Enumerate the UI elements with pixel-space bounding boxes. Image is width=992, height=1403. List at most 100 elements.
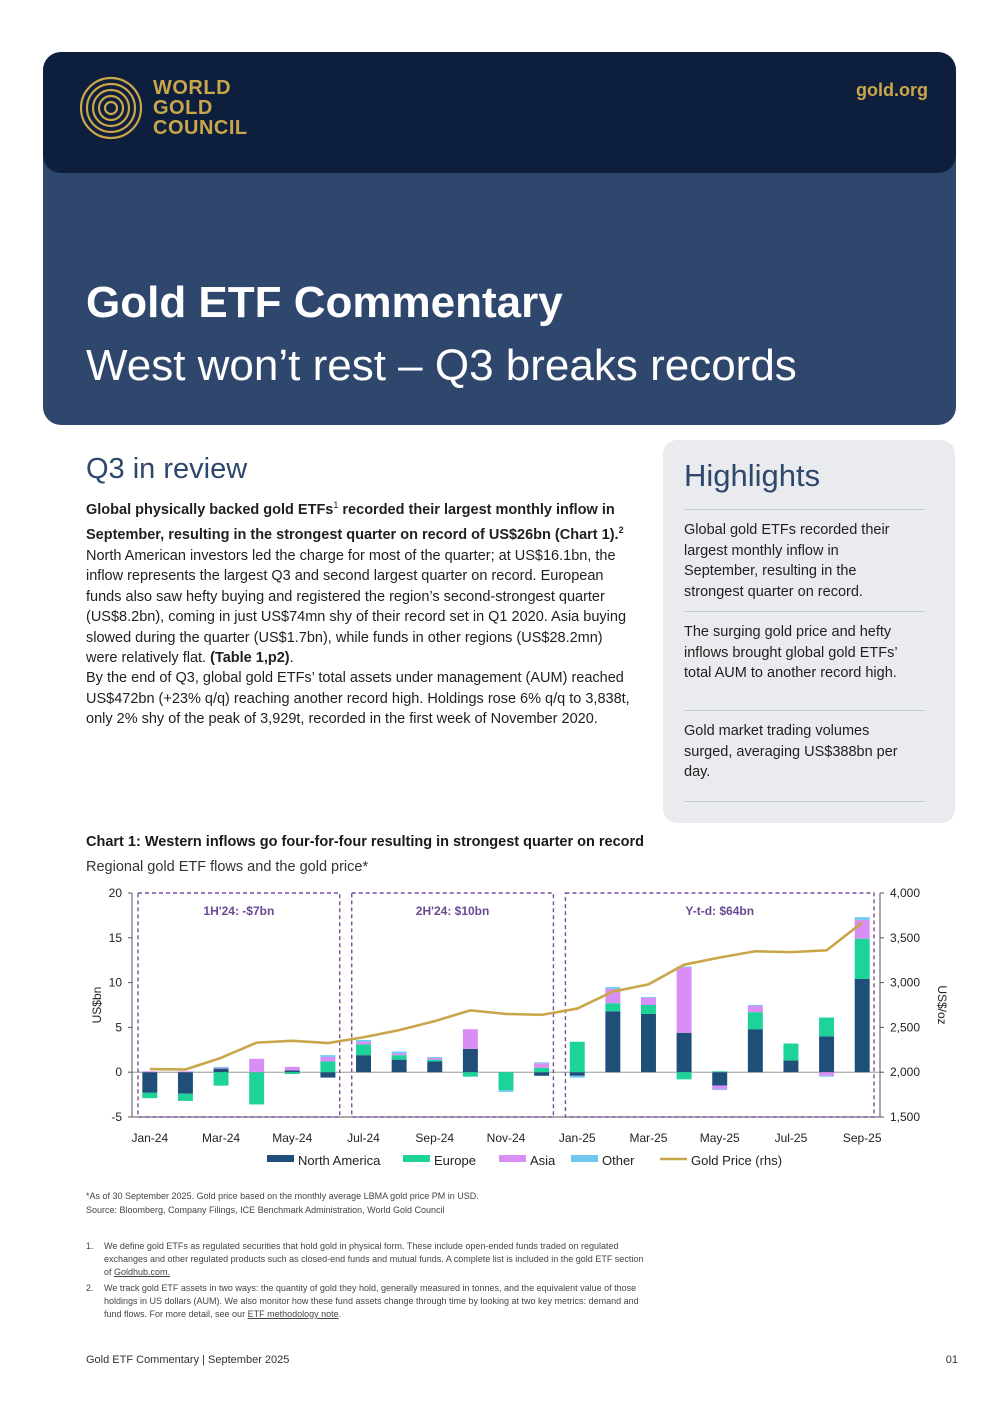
logo-line: COUNCIL — [153, 117, 248, 139]
bar-segment — [213, 1072, 229, 1086]
highlight-item: The surging gold price and hefty inflows… — [684, 624, 898, 681]
y-right-tick-label: 1,500 — [890, 1110, 920, 1124]
bar-segment — [747, 1029, 763, 1073]
x-tick-label: Jul-24 — [347, 1131, 380, 1145]
header-bar: WORLD GOLD COUNCIL gold.org — [43, 52, 956, 173]
y-tick-label: 15 — [109, 931, 123, 945]
highlight-item: Gold market trading volumes surged, aver… — [684, 723, 898, 780]
p1-text: North American investors led the charge … — [86, 547, 627, 667]
bar-segment — [427, 1056, 443, 1058]
p1-bold-2: recorded their largest monthly inflow in… — [86, 501, 619, 544]
bar-segment — [213, 1067, 229, 1069]
bar-segment — [676, 966, 692, 968]
bar-segment — [249, 1058, 265, 1073]
bar-segment — [177, 1093, 193, 1101]
period-box — [351, 892, 555, 1118]
y-right-axis-label: US$/oz — [935, 985, 949, 1024]
bar-segment — [498, 1072, 514, 1091]
x-tick-label: Mar-24 — [202, 1131, 240, 1145]
y-tick-label: 10 — [109, 976, 123, 990]
footnote-text: We track gold ETF assets in two ways: th… — [104, 1282, 649, 1321]
bar-segment — [640, 1005, 656, 1014]
bar-segment — [249, 1072, 265, 1105]
y-tick-label: 5 — [115, 1020, 122, 1034]
bar-segment — [427, 1059, 443, 1062]
divider — [684, 611, 925, 612]
footnote-after: . — [338, 1309, 342, 1319]
legend-label: Other — [602, 1153, 635, 1168]
y-right-tick-label: 2,500 — [890, 1020, 920, 1034]
legend-swatch — [499, 1155, 526, 1162]
bar-segment — [320, 1055, 336, 1057]
divider — [684, 509, 925, 510]
bar-segment — [177, 1071, 193, 1073]
bar-segment — [534, 1063, 550, 1068]
bar-segment — [819, 1036, 835, 1073]
p1-end: . — [289, 650, 294, 667]
bar-segment — [569, 1072, 585, 1076]
p1-bold: Global physically backed gold ETFs — [86, 501, 334, 518]
logo-line: WORLD — [153, 77, 232, 99]
bar-segment — [605, 987, 621, 989]
y-right-tick-label: 3,500 — [890, 931, 920, 945]
bar-segment — [819, 1017, 835, 1037]
bar-segment — [676, 1032, 692, 1073]
highlight-item: Global gold ETFs recorded their largest … — [684, 522, 890, 600]
bar-segment — [640, 1013, 656, 1073]
bar-segment — [284, 1066, 300, 1071]
methodology-link[interactable]: ETF methodology note — [247, 1309, 339, 1319]
bar-segment — [177, 1072, 193, 1094]
hero-banner: WORLD GOLD COUNCIL gold.org Gold ETF Com… — [43, 52, 956, 425]
bar-segment — [284, 1070, 300, 1073]
footnote-number: 2. — [86, 1283, 94, 1293]
footer-title: Gold ETF Commentary | September 2025 — [86, 1354, 290, 1366]
bar-segment — [320, 1061, 336, 1073]
footnote-ref-2[interactable]: 2 — [618, 525, 624, 536]
page-subtitle: West won’t rest – Q3 breaks records — [86, 341, 797, 390]
period-box — [137, 892, 341, 1118]
bar-segment — [356, 1055, 372, 1073]
bar-segment — [712, 1089, 728, 1091]
logo-wordmark: WORLD GOLD COUNCIL — [153, 78, 248, 138]
goldhub-link[interactable]: Goldhub.com. — [114, 1267, 171, 1277]
bar-segment — [320, 1056, 336, 1062]
bar-segment — [356, 1041, 372, 1045]
footnote-number: 1. — [86, 1241, 94, 1251]
bar-segment — [854, 917, 870, 920]
bar-segment — [569, 1041, 585, 1073]
bar-segment — [391, 1053, 407, 1056]
chart-title: Chart 1: Western inflows go four-for-fou… — [86, 834, 645, 850]
bar-segment — [462, 1029, 478, 1049]
bar-segment — [676, 1072, 692, 1080]
bar-segment — [320, 1072, 336, 1078]
x-tick-label: Sep-25 — [843, 1131, 882, 1145]
footnote-body: We define gold ETFs as regulated securit… — [104, 1241, 644, 1277]
bar-segment — [747, 1005, 763, 1006]
bar-segment — [534, 1072, 550, 1076]
bar-segment — [427, 1061, 443, 1073]
footnote-body: We track gold ETF assets in two ways: th… — [104, 1283, 639, 1319]
x-tick-label: Jul-25 — [775, 1131, 808, 1145]
x-tick-label: Jan-25 — [559, 1131, 596, 1145]
y-right-tick-label: 3,000 — [890, 976, 920, 990]
site-link[interactable]: gold.org — [856, 80, 928, 100]
bar-segment — [534, 1062, 550, 1064]
bar-segment — [569, 1075, 585, 1078]
chart: -5 0 5 10 15 20 1,500 2,000 2,500 3,000 3,500 4,000… — [80, 880, 960, 1180]
footnote-ref-1[interactable]: 1 — [333, 500, 339, 510]
divider — [684, 710, 925, 711]
y-right-tick-label: 4,000 — [890, 886, 920, 900]
highlights-panel: Highlights Global gold ETFs recorded the… — [663, 440, 955, 823]
bar-segment — [284, 1072, 300, 1074]
bar-segment — [854, 938, 870, 980]
chart-subtitle: Regional gold ETF flows and the gold pri… — [86, 859, 369, 875]
review-heading: Q3 in review — [86, 453, 248, 485]
bar-segment — [213, 1066, 229, 1068]
review-paragraph-2: By the end of Q3, global gold ETFs’ tota… — [86, 670, 630, 727]
bar-segment — [605, 1011, 621, 1073]
bar-segment — [213, 1068, 229, 1073]
divider — [684, 801, 925, 802]
gold-price-line — [149, 921, 863, 1071]
bar-segment — [142, 1092, 158, 1099]
bar-segment — [712, 1085, 728, 1090]
